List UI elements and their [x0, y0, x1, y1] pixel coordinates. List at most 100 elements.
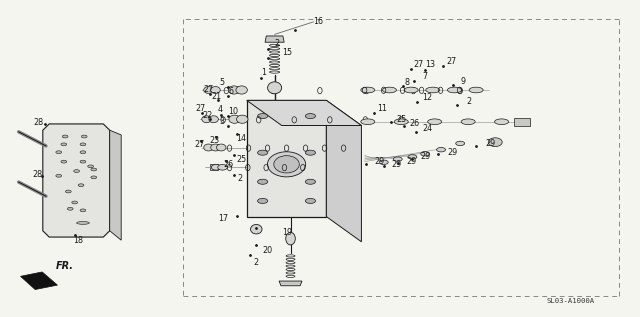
- Ellipse shape: [305, 179, 316, 184]
- Ellipse shape: [428, 119, 442, 125]
- Ellipse shape: [74, 170, 79, 172]
- Ellipse shape: [305, 113, 316, 119]
- Polygon shape: [515, 118, 531, 126]
- Text: 19: 19: [282, 228, 292, 237]
- Text: 22: 22: [203, 111, 213, 120]
- Text: 2: 2: [237, 174, 243, 184]
- Text: 13: 13: [425, 60, 435, 69]
- Ellipse shape: [447, 87, 461, 93]
- Text: 29: 29: [392, 160, 402, 169]
- Ellipse shape: [361, 119, 375, 125]
- Text: 26: 26: [409, 119, 419, 128]
- Polygon shape: [279, 281, 302, 286]
- Ellipse shape: [237, 115, 248, 123]
- Text: 16: 16: [314, 17, 324, 26]
- Text: 8: 8: [404, 78, 410, 87]
- Ellipse shape: [81, 135, 87, 138]
- Ellipse shape: [456, 141, 465, 146]
- Text: 4: 4: [218, 105, 223, 114]
- Text: 27: 27: [204, 86, 214, 94]
- Ellipse shape: [436, 147, 445, 152]
- Ellipse shape: [394, 157, 402, 161]
- Text: 11: 11: [378, 104, 387, 113]
- Ellipse shape: [469, 87, 483, 93]
- Ellipse shape: [211, 165, 221, 170]
- Text: 9: 9: [460, 77, 465, 86]
- Ellipse shape: [250, 224, 262, 234]
- Ellipse shape: [495, 119, 509, 125]
- Text: 29: 29: [447, 148, 458, 157]
- Text: 15: 15: [282, 48, 292, 57]
- Ellipse shape: [268, 152, 306, 177]
- Text: 29: 29: [420, 152, 431, 161]
- Text: 27: 27: [413, 60, 424, 69]
- Ellipse shape: [56, 151, 61, 154]
- Polygon shape: [265, 36, 284, 42]
- Ellipse shape: [488, 138, 502, 146]
- Ellipse shape: [257, 179, 268, 184]
- Ellipse shape: [80, 209, 86, 212]
- Ellipse shape: [204, 87, 213, 94]
- Ellipse shape: [218, 165, 227, 170]
- Ellipse shape: [229, 115, 241, 123]
- Ellipse shape: [80, 151, 86, 154]
- Text: 29: 29: [406, 157, 416, 165]
- Ellipse shape: [202, 116, 211, 123]
- Ellipse shape: [204, 144, 213, 151]
- Ellipse shape: [380, 160, 388, 165]
- Text: 2: 2: [274, 39, 279, 48]
- Ellipse shape: [61, 160, 67, 163]
- Text: 5: 5: [220, 78, 225, 87]
- Text: 26: 26: [223, 160, 233, 169]
- Ellipse shape: [285, 232, 295, 245]
- Ellipse shape: [394, 119, 408, 125]
- Ellipse shape: [209, 116, 218, 123]
- Ellipse shape: [78, 184, 84, 187]
- Text: FR.: FR.: [56, 261, 74, 271]
- Text: 25: 25: [236, 155, 246, 164]
- Ellipse shape: [361, 87, 375, 93]
- Polygon shape: [43, 124, 109, 237]
- Text: 17: 17: [218, 214, 228, 223]
- Ellipse shape: [72, 201, 77, 204]
- Ellipse shape: [408, 155, 417, 159]
- Ellipse shape: [67, 207, 73, 210]
- Ellipse shape: [91, 168, 97, 171]
- Ellipse shape: [305, 198, 316, 204]
- Text: 12: 12: [422, 93, 432, 102]
- Text: 2: 2: [467, 97, 472, 107]
- Polygon shape: [326, 100, 362, 242]
- Text: 27: 27: [195, 140, 205, 149]
- Text: 21: 21: [212, 92, 222, 101]
- Polygon shape: [211, 164, 218, 171]
- Text: 28: 28: [32, 170, 42, 179]
- Text: 23: 23: [209, 136, 220, 145]
- Polygon shape: [246, 100, 362, 126]
- Ellipse shape: [65, 190, 71, 193]
- Text: 20: 20: [262, 246, 273, 255]
- Ellipse shape: [91, 176, 97, 179]
- Ellipse shape: [56, 174, 61, 177]
- Text: 2: 2: [253, 258, 258, 267]
- Polygon shape: [246, 100, 326, 217]
- Ellipse shape: [257, 113, 268, 119]
- Ellipse shape: [420, 152, 429, 156]
- Text: 25: 25: [396, 115, 406, 124]
- Ellipse shape: [461, 119, 475, 125]
- Ellipse shape: [80, 160, 86, 163]
- Text: 6: 6: [228, 87, 233, 96]
- Text: 27: 27: [446, 57, 456, 66]
- Text: 24: 24: [422, 124, 432, 133]
- Ellipse shape: [404, 87, 418, 93]
- Ellipse shape: [257, 150, 268, 155]
- Text: 18: 18: [74, 236, 83, 245]
- Ellipse shape: [77, 222, 90, 224]
- Ellipse shape: [305, 150, 316, 155]
- Ellipse shape: [236, 86, 247, 94]
- Ellipse shape: [61, 143, 67, 146]
- Polygon shape: [20, 272, 58, 289]
- Ellipse shape: [257, 198, 268, 204]
- Text: 7: 7: [422, 72, 427, 81]
- Ellipse shape: [216, 144, 226, 151]
- Text: 28: 28: [33, 118, 44, 127]
